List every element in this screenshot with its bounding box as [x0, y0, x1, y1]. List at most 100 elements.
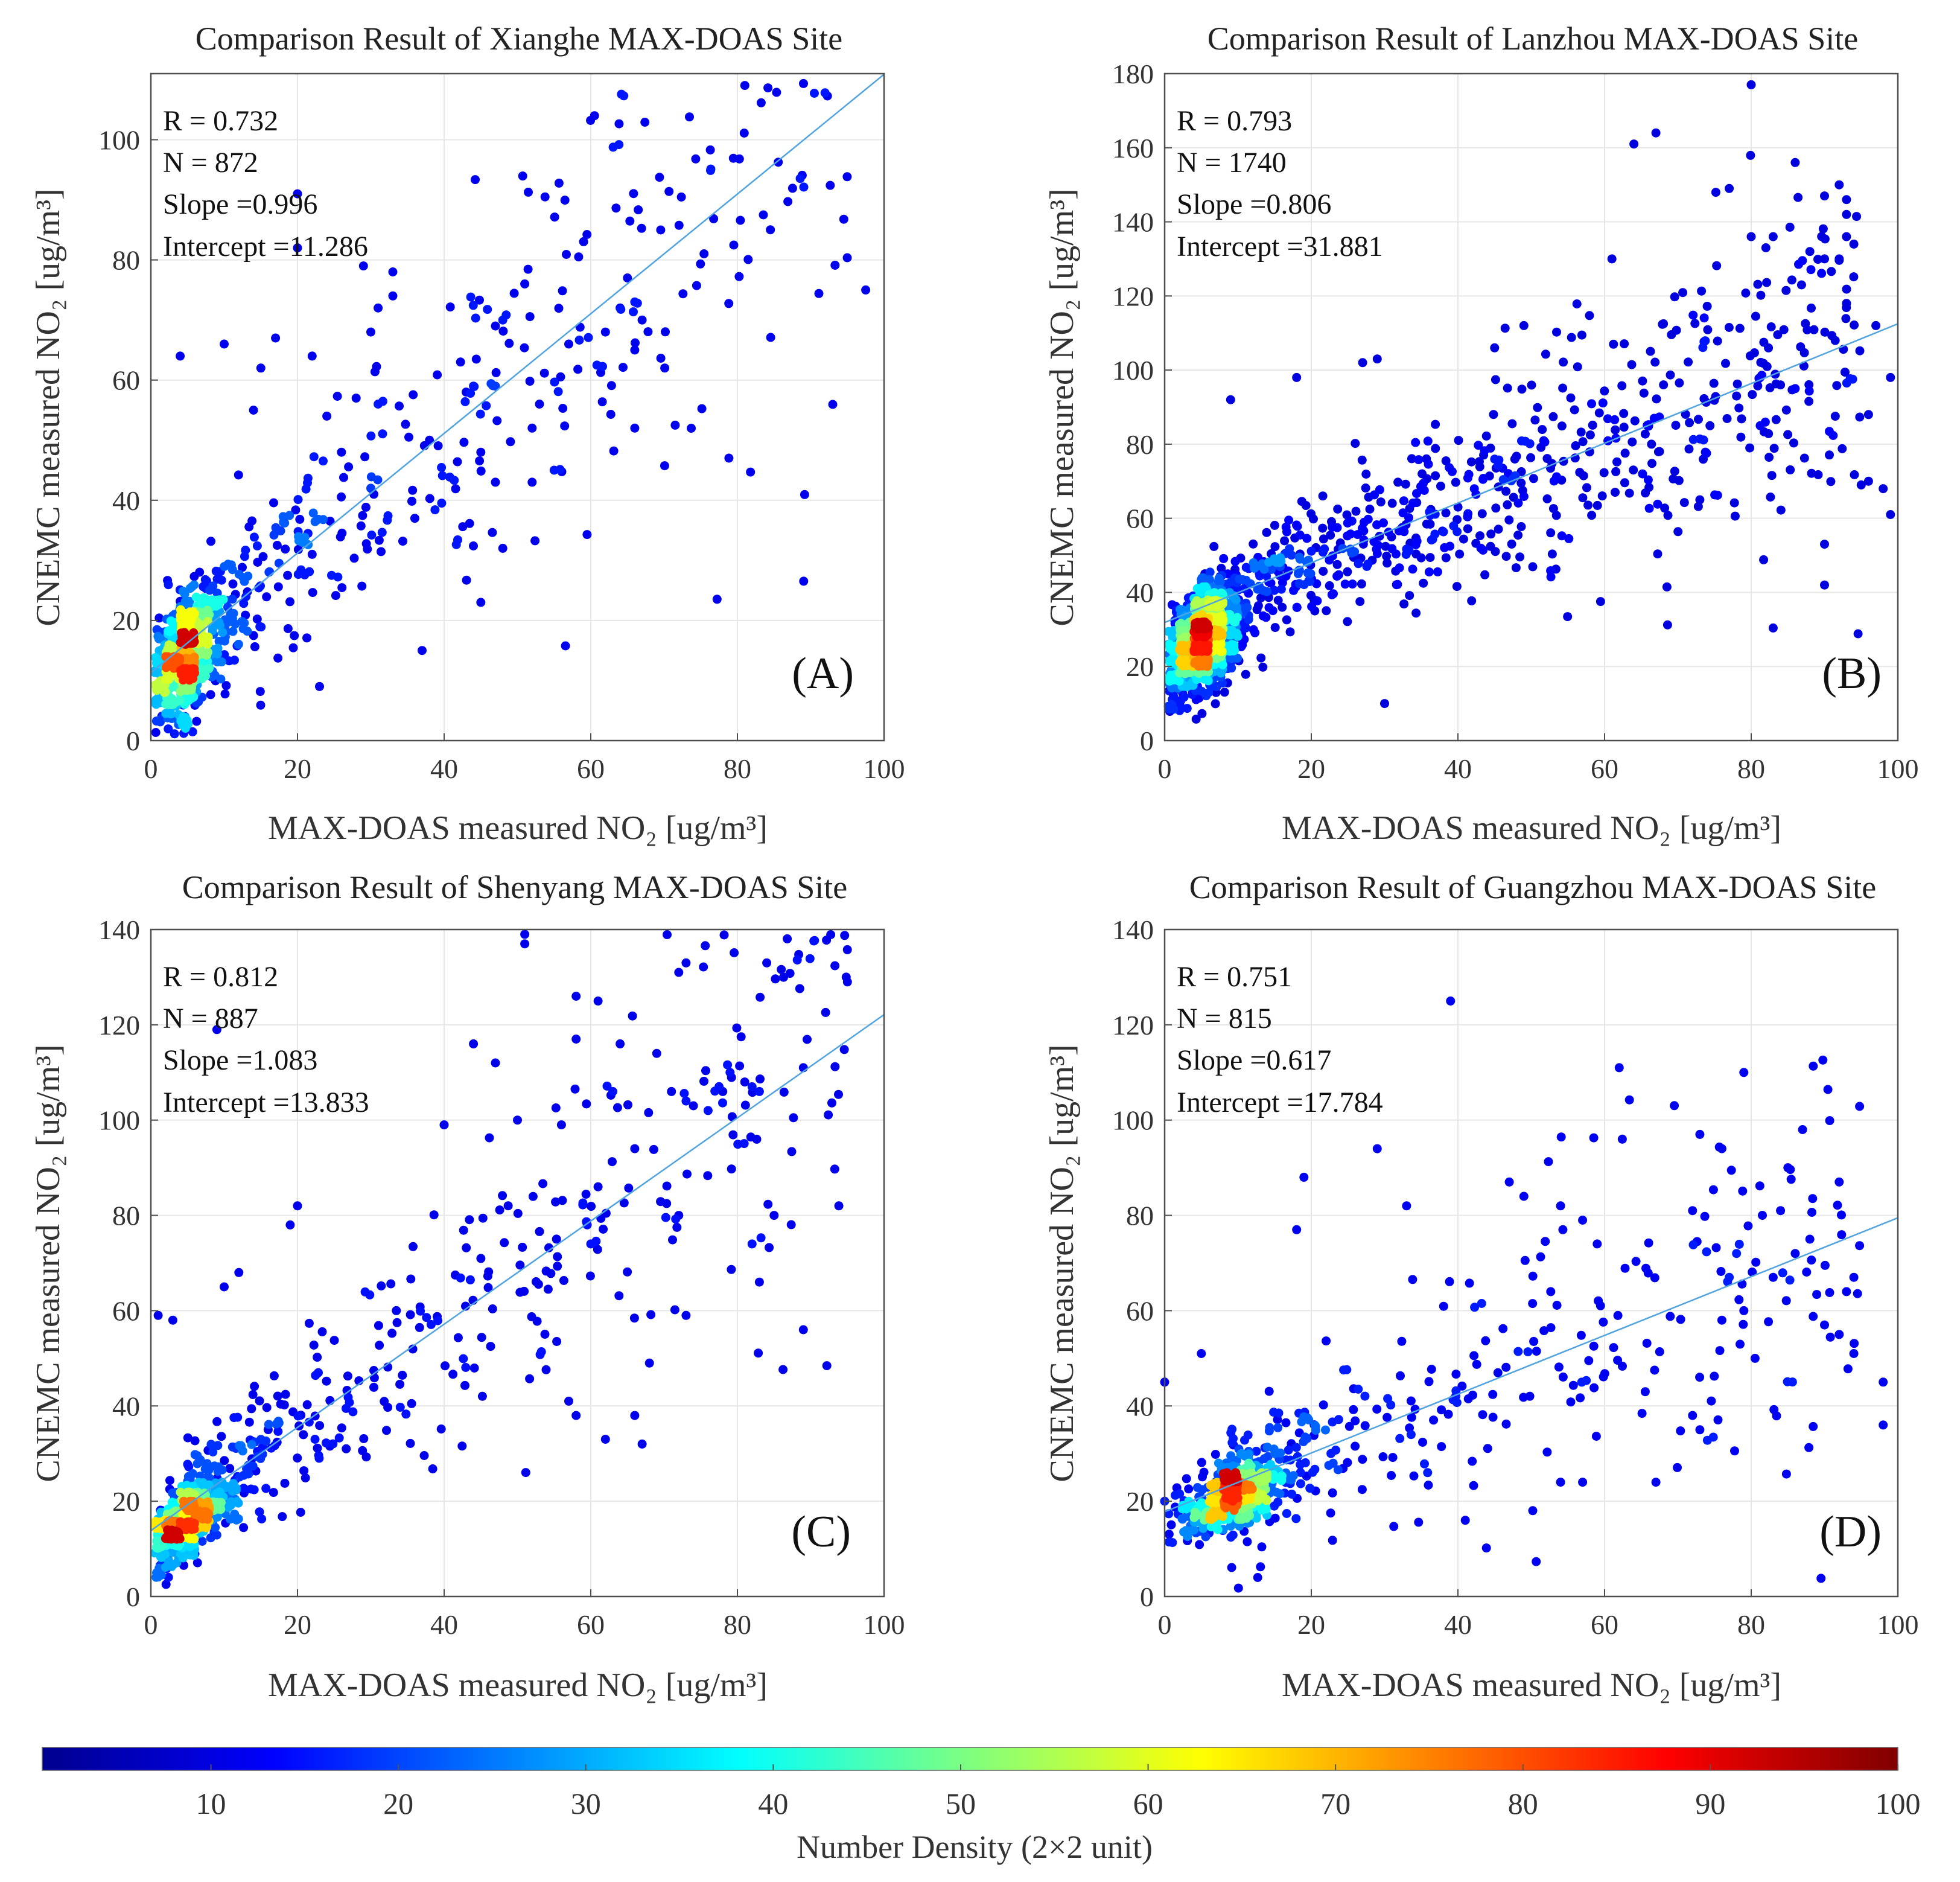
- data-point: [1695, 1373, 1705, 1382]
- data-point: [1638, 376, 1647, 386]
- data-point: [705, 145, 715, 155]
- data-point: [237, 617, 247, 627]
- data-point: [1412, 537, 1422, 546]
- data-point: [315, 1421, 325, 1431]
- data-point: [220, 636, 229, 646]
- y-tick-label: 60: [112, 1295, 140, 1326]
- data-point: [681, 1096, 691, 1106]
- data-point: [386, 1279, 396, 1289]
- data-point: [1583, 500, 1593, 510]
- data-point: [1674, 476, 1684, 485]
- data-point: [1759, 337, 1769, 347]
- data-point: [712, 595, 722, 604]
- data-point: [1433, 567, 1442, 576]
- data-point: [1476, 543, 1486, 553]
- x-tick-label: 80: [1737, 1609, 1765, 1640]
- data-point: [1480, 570, 1490, 579]
- data-point: [1507, 539, 1516, 549]
- data-point: [834, 1201, 844, 1211]
- data-point: [173, 1527, 183, 1537]
- data-point: [1790, 384, 1800, 394]
- data-point: [1467, 596, 1477, 605]
- data-point: [1306, 509, 1316, 518]
- data-point: [1694, 415, 1703, 424]
- data-point: [1349, 1405, 1358, 1414]
- data-point: [272, 541, 282, 550]
- data-point: [1739, 1068, 1749, 1077]
- data-point: [1652, 394, 1661, 404]
- data-point: [407, 496, 416, 506]
- data-point: [1300, 1458, 1310, 1467]
- data-point: [520, 343, 529, 352]
- colorbar-tick-label: 100: [1876, 1787, 1921, 1820]
- data-point: [466, 389, 476, 398]
- data-point: [574, 252, 584, 262]
- data-point: [1739, 1319, 1748, 1329]
- data-point: [1358, 358, 1367, 368]
- data-point: [1575, 468, 1585, 477]
- data-point: [199, 1478, 208, 1488]
- y-tick-label: 80: [1126, 1201, 1154, 1231]
- data-point: [361, 1452, 371, 1462]
- data-point: [210, 671, 220, 680]
- data-point: [1776, 1206, 1786, 1216]
- data-point: [1412, 489, 1421, 499]
- data-point: [1474, 441, 1483, 450]
- data-point: [1252, 605, 1262, 614]
- data-point: [167, 682, 177, 692]
- data-point: [1559, 357, 1568, 367]
- data-point: [410, 514, 419, 523]
- data-point: [582, 1217, 591, 1226]
- data-point: [1489, 410, 1498, 419]
- data-point: [637, 1439, 647, 1449]
- data-point: [763, 1199, 773, 1209]
- data-point: [1578, 1216, 1588, 1225]
- data-point: [322, 411, 332, 421]
- data-point: [1397, 1336, 1407, 1346]
- data-point: [1710, 490, 1720, 500]
- data-point: [1197, 1349, 1206, 1358]
- data-point: [1542, 1447, 1552, 1457]
- data-point: [1647, 459, 1656, 468]
- data-point: [246, 1484, 256, 1494]
- data-point: [1768, 232, 1778, 241]
- data-point: [486, 1342, 495, 1351]
- data-point: [1318, 523, 1328, 533]
- data-point: [293, 1201, 302, 1211]
- data-point: [1486, 541, 1495, 551]
- data-point: [1264, 603, 1274, 613]
- data-point: [1362, 561, 1372, 571]
- data-point: [1441, 456, 1451, 465]
- data-point: [1672, 325, 1681, 335]
- data-point: [697, 404, 707, 413]
- x-tick-label: 80: [1737, 753, 1765, 784]
- data-point: [1422, 519, 1431, 529]
- colorbar-tick-label: 90: [1695, 1787, 1725, 1820]
- data-point: [151, 728, 161, 737]
- data-point: [1189, 1525, 1198, 1535]
- data-point: [1640, 1387, 1650, 1397]
- data-point: [628, 1011, 637, 1021]
- data-point: [1546, 566, 1556, 576]
- x-tick-label: 0: [144, 1609, 158, 1640]
- data-point: [1232, 1472, 1241, 1481]
- data-point: [247, 1404, 256, 1414]
- data-point: [388, 267, 398, 276]
- data-point: [196, 1455, 205, 1464]
- data-point: [203, 639, 213, 649]
- data-point: [1734, 403, 1744, 413]
- colorbar-tick-label: 70: [1320, 1787, 1351, 1820]
- fit-line: [150, 74, 885, 674]
- data-point: [756, 1074, 765, 1084]
- data-point: [1501, 486, 1511, 496]
- data-point: [189, 692, 199, 702]
- data-point: [453, 457, 462, 467]
- data-point: [1423, 436, 1433, 446]
- data-point: [553, 1262, 562, 1271]
- data-point: [1767, 471, 1777, 480]
- data-point: [629, 189, 638, 199]
- data-point: [1726, 1166, 1736, 1175]
- data-point: [674, 968, 684, 977]
- data-point: [1690, 319, 1700, 328]
- x-tick-label: 60: [1591, 753, 1618, 784]
